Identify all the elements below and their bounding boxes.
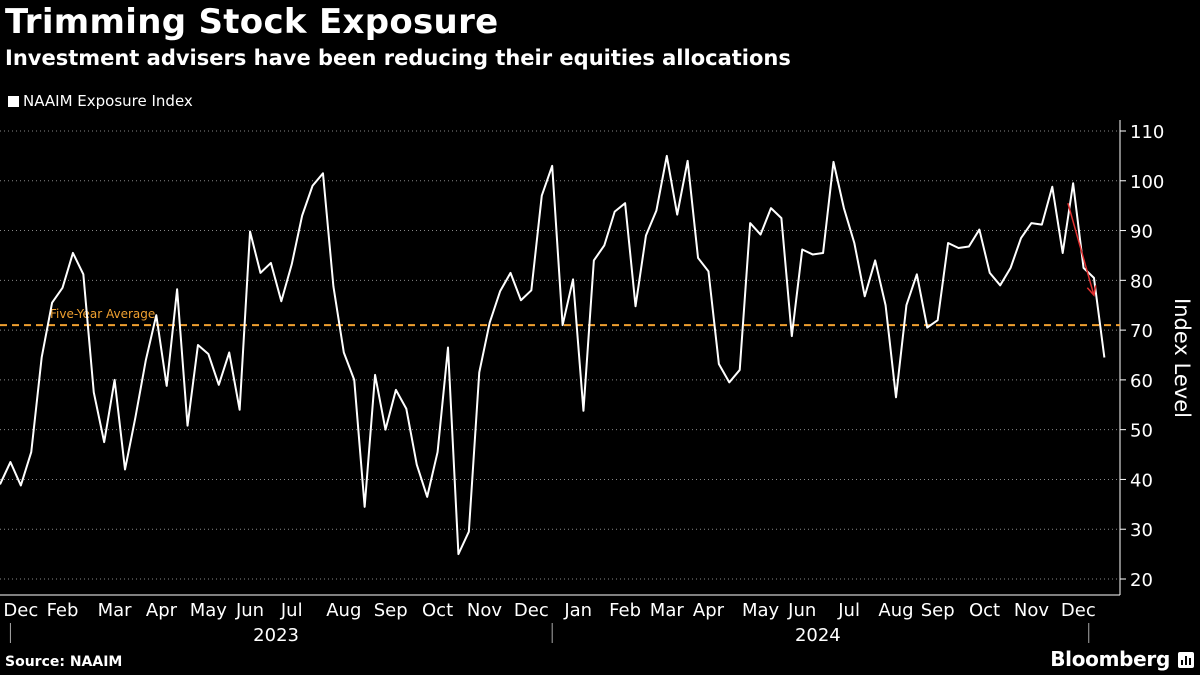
x-tick-label: Feb — [609, 600, 641, 621]
x-tick-label: Apr — [146, 600, 178, 621]
chart-title: Trimming Stock Exposure — [5, 2, 499, 42]
x-tick-label: Sep — [374, 600, 408, 621]
y-tick-label: 60 — [1130, 371, 1153, 392]
y-tick-label: 70 — [1130, 321, 1153, 342]
x-tick-label: Mar — [98, 600, 133, 621]
x-tick-label: Nov — [467, 600, 502, 621]
x-tick-label: Jan — [563, 600, 592, 621]
x-tick-label: Jul — [280, 600, 303, 621]
y-tick-label: 110 — [1130, 122, 1164, 143]
x-tick-label: Dec — [514, 600, 549, 621]
x-tick-label: Jun — [235, 600, 264, 621]
x-tick-label: Aug — [878, 600, 913, 621]
x-tick-label: Dec — [1061, 600, 1096, 621]
year-label: 2023 — [253, 625, 299, 646]
y-tick-label: 50 — [1130, 421, 1153, 442]
x-tick-label: Oct — [969, 600, 1000, 621]
bloomberg-logo: Bloomberg — [1050, 647, 1170, 671]
x-tick-label: Nov — [1014, 600, 1049, 621]
x-tick-label: Feb — [47, 600, 79, 621]
x-tick-label: Jun — [787, 600, 816, 621]
legend: NAAIM Exposure Index — [8, 92, 193, 110]
y-axis-title: Index Level — [1170, 298, 1194, 418]
y-tick-label: 100 — [1130, 172, 1164, 193]
x-tick-label: Sep — [921, 600, 955, 621]
x-tick-label: Apr — [693, 600, 725, 621]
x-tick-label: May — [190, 600, 228, 621]
legend-swatch — [8, 95, 19, 107]
chart-subtitle: Investment advisers have been reducing t… — [5, 46, 791, 70]
y-tick-label: 20 — [1130, 570, 1153, 591]
x-tick-label: Mar — [650, 600, 685, 621]
y-tick-label: 80 — [1130, 271, 1153, 292]
x-tick-label: Jul — [837, 600, 860, 621]
x-tick-label: May — [742, 600, 780, 621]
source-note: Source: NAAIM — [5, 654, 123, 670]
trend-arrow-head — [1086, 285, 1097, 297]
x-tick-label: Oct — [422, 600, 453, 621]
year-label: 2024 — [795, 625, 841, 646]
y-tick-label: 40 — [1130, 470, 1153, 491]
legend-label: NAAIM Exposure Index — [23, 92, 193, 110]
x-tick-label: Aug — [326, 600, 361, 621]
naaim-series-line — [0, 154, 1106, 556]
bloomberg-chart-icon — [1178, 652, 1194, 668]
five-year-average-label: Five-Year Average — [50, 307, 155, 321]
y-tick-label: 30 — [1130, 520, 1153, 541]
trend-arrow-shaft — [1067, 202, 1095, 296]
x-tick-label: Dec — [3, 600, 38, 621]
y-tick-label: 90 — [1130, 222, 1153, 243]
